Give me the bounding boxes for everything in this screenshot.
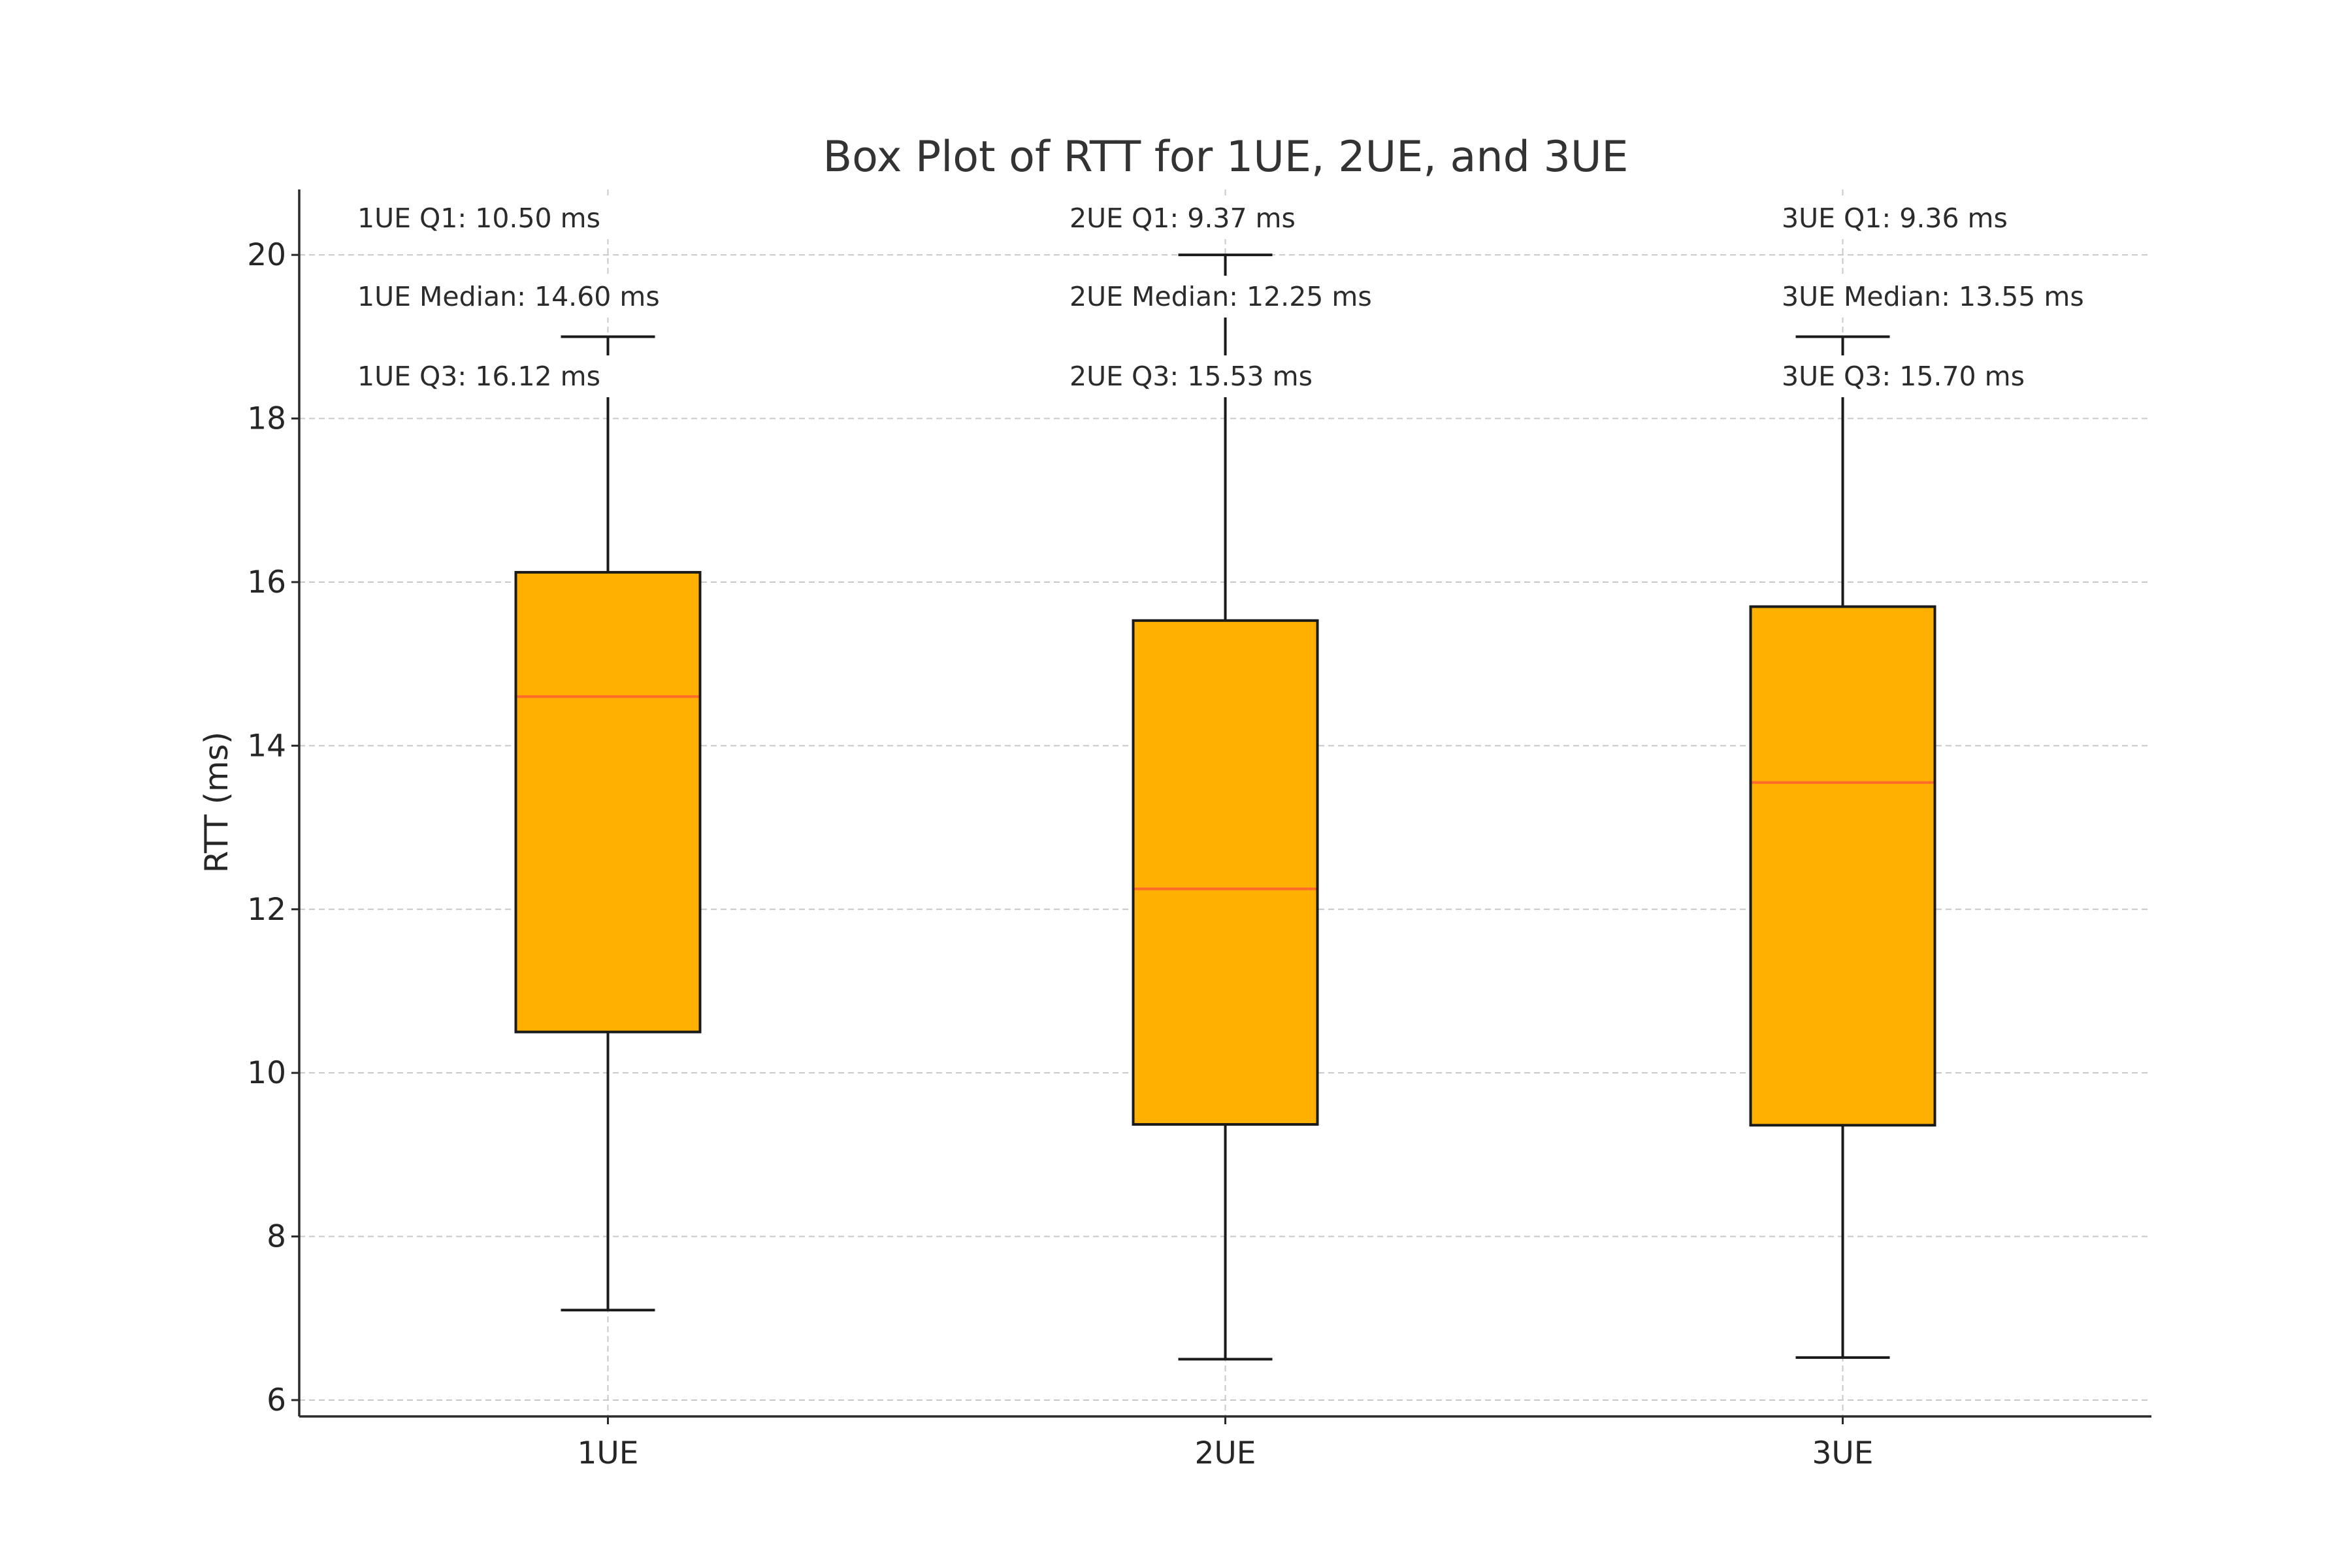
iqr-box [1749,605,1936,1127]
y-tick-label: 8 [267,1219,286,1255]
y-tick-label: 20 [247,237,286,273]
q1-annotation: 1UE Q1: 10.50 ms [357,203,600,234]
median-annotation: 3UE Median: 13.55 ms [1782,281,2084,312]
annotation-background [1056,276,1385,318]
q3-annotation: 2UE Q3: 15.53 ms [1070,361,1313,392]
axis-layer: 6 8 10 12 14 16 18 20 1UE 2UE 3UE [247,189,2151,1471]
annotation-background [1769,197,2021,239]
y-tick-label: 16 [247,564,286,600]
chart-title: Box Plot of RTT for 1UE, 2UE, and 3UE [823,133,1629,182]
y-tick-label: 6 [267,1382,286,1418]
y-tick-label: 18 [247,401,286,437]
y-tick-label: 14 [247,728,286,764]
annotation-layer: 1UE Q1: 10.50 ms 1UE Median: 14.60 ms 1UE … [344,197,2097,397]
x-tick-label: 2UE [1195,1435,1256,1471]
box-group-3ue [1749,335,1936,1359]
y-axis-label: RTT (ms) [198,732,235,874]
annotation-background [344,197,613,239]
annotation-background [1056,355,1326,397]
annotation-background [1056,197,1309,239]
q3-annotation: 3UE Q3: 15.70 ms [1782,361,2025,392]
x-tick-label: 3UE [1812,1435,1874,1471]
median-annotation: 1UE Median: 14.60 ms [357,281,660,312]
x-tick-label: 1UE [578,1435,639,1471]
box-group-1ue [514,335,702,1312]
iqr-box [514,570,702,1034]
q1-annotation: 3UE Q1: 9.36 ms [1782,203,2008,234]
q3-annotation: 1UE Q3: 16.12 ms [357,361,600,392]
box-group-2ue [1132,253,1319,1361]
y-tick-label: 10 [247,1055,286,1091]
annotation-background [1769,355,2038,397]
iqr-box [1132,619,1319,1126]
annotation-background [344,355,613,397]
median-annotation: 2UE Median: 12.25 ms [1070,281,1372,312]
annotation-background [344,276,673,318]
box-layer [514,253,1936,1361]
annotation-background [1769,276,2097,318]
q1-annotation: 2UE Q1: 9.37 ms [1070,203,1296,234]
y-tick-label: 12 [247,892,286,928]
